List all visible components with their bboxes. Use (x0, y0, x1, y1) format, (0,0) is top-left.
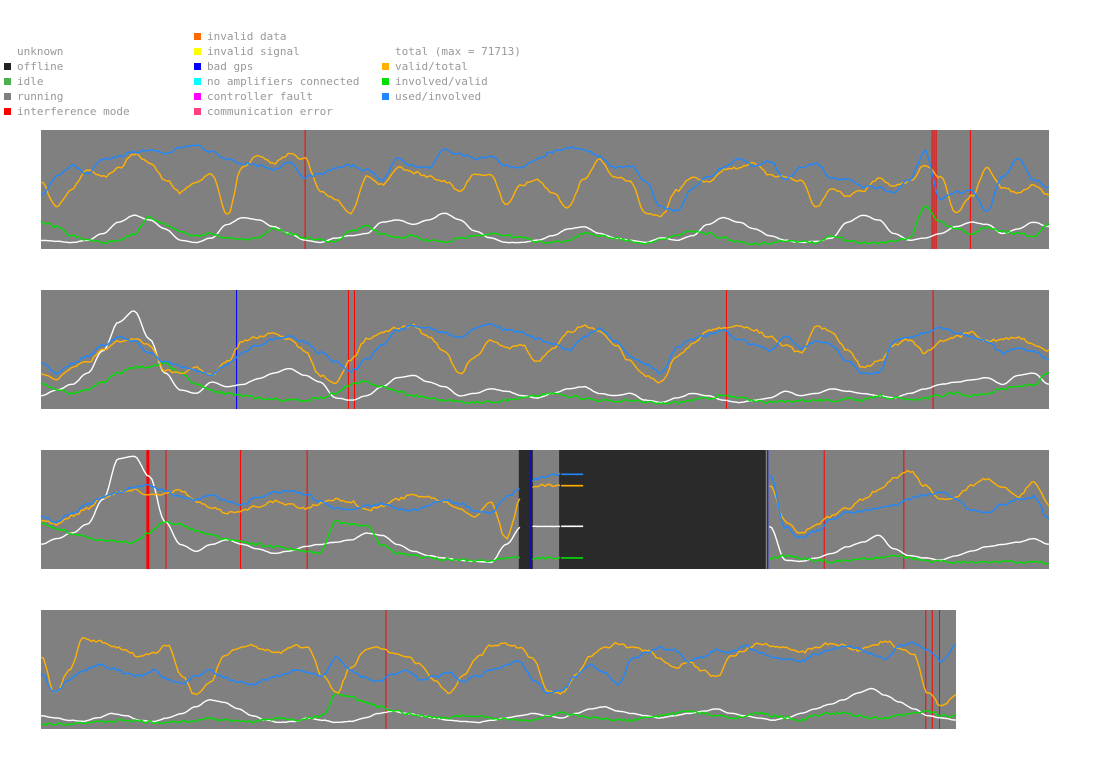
legend-swatch (4, 63, 11, 70)
series-line-valid-total (40, 323, 1050, 385)
chart-panel-2 (40, 290, 1050, 409)
status-band-running (41, 610, 956, 729)
legend-label: unknown (17, 45, 64, 58)
legend-item-no-amplifiers-connected: no amplifiers connected (194, 74, 359, 89)
status-marker-interference (939, 610, 941, 729)
legend-swatch (4, 108, 11, 115)
status-band-offline (559, 450, 766, 569)
legend-item-involved-valid: involved/valid (382, 74, 521, 89)
legend-label: invalid signal (207, 45, 300, 58)
legend-item-used-involved: used/involved (382, 89, 521, 104)
legend-label: bad gps (207, 60, 254, 73)
legend-item-valid-total: valid/total (382, 59, 521, 74)
legend-item-offline: offline (4, 59, 130, 74)
legend-swatch (194, 63, 201, 70)
series-line-used-involved (40, 144, 1050, 212)
status-marker-interference (240, 450, 242, 569)
series-line-involved-valid (40, 691, 957, 726)
status-band-offline (518, 450, 533, 569)
legend-label: used/involved (395, 90, 482, 103)
series-line-total (40, 212, 1050, 244)
status-marker-interference (931, 130, 933, 249)
legend-label: controller fault (207, 90, 313, 103)
status-marker-interference (304, 130, 306, 249)
status-marker-interference (932, 290, 934, 409)
status-marker-interference (933, 130, 935, 249)
series-line-valid-total (40, 637, 957, 707)
legend-label: idle (17, 75, 44, 88)
legend-swatch (194, 108, 201, 115)
series-line-involved-valid (40, 362, 1050, 405)
legend-item-communication-error: communication error (194, 104, 359, 119)
chart-panel-1 (40, 130, 1050, 249)
legend-label: total (max = 71713) (395, 45, 521, 58)
status-marker-interference (725, 290, 727, 409)
status-marker-interference (925, 610, 927, 729)
legend-swatch (382, 78, 389, 85)
chart-panel-3 (40, 450, 1050, 569)
legend-swatch (4, 93, 11, 100)
legend-item-unknown: unknown (4, 44, 130, 59)
legend-label: interference mode (17, 105, 130, 118)
legend-item-invalid-data: invalid data (194, 29, 359, 44)
legend-metrics-column: total (max = 71713) valid/total involved/v… (382, 44, 521, 104)
status-marker-interference (165, 450, 167, 569)
status-band-running (41, 130, 1049, 249)
status-marker-interference (903, 450, 905, 569)
legend-swatch (194, 33, 201, 40)
series-line-used-involved (40, 323, 1050, 377)
status-marker-interference (931, 610, 933, 729)
series-line-used-involved (40, 641, 957, 695)
status-marker-interference (353, 290, 355, 409)
legend-swatch (194, 78, 201, 85)
series-line-involved-valid (40, 205, 1050, 246)
legend-swatch (382, 93, 389, 100)
legend-label: communication error (207, 105, 333, 118)
status-marker-interference (823, 450, 825, 569)
status-marker-interference (146, 450, 150, 569)
legend-status-column-1: unknown offline idle running interference mo… (4, 44, 130, 119)
status-marker-interference (385, 610, 387, 729)
status-band-running (41, 450, 1049, 569)
series-line-involved-valid (40, 519, 1050, 565)
legend-label: valid/total (395, 60, 468, 73)
status-band-running (41, 290, 1049, 409)
series-line-used-involved (40, 472, 1050, 539)
series-line-valid-total (40, 152, 1050, 218)
legend-swatch (382, 63, 389, 70)
legend-swatch (194, 93, 201, 100)
legend-label: running (17, 90, 64, 103)
legend-status-column-2: invalid data invalid signal bad gps no ampl… (194, 29, 359, 119)
legend-item-bad-gps: bad gps (194, 59, 359, 74)
status-marker-interference (347, 290, 349, 409)
legend-item-interference-mode: interference mode (4, 104, 130, 119)
status-marker-bad_gps (530, 450, 532, 569)
status-marker-interference (306, 450, 308, 569)
legend-swatch (194, 48, 201, 55)
status-marker-bad_gps (767, 450, 769, 569)
legend-label: no amplifiers connected (207, 75, 360, 88)
legend-label: offline (17, 60, 64, 73)
legend-label: invalid data (207, 30, 287, 43)
legend-item-idle: idle (4, 74, 130, 89)
chart-panel-4 (40, 610, 957, 729)
legend-item-invalid-signal: invalid signal (194, 44, 359, 59)
legend-item-running: running (4, 89, 130, 104)
series-line-total (40, 455, 1050, 564)
legend-item-controller-fault: controller fault (194, 89, 359, 104)
legend-swatch (4, 78, 11, 85)
legend-label: involved/valid (395, 75, 488, 88)
legend-item-total-max-71713-: total (max = 71713) (382, 44, 521, 59)
